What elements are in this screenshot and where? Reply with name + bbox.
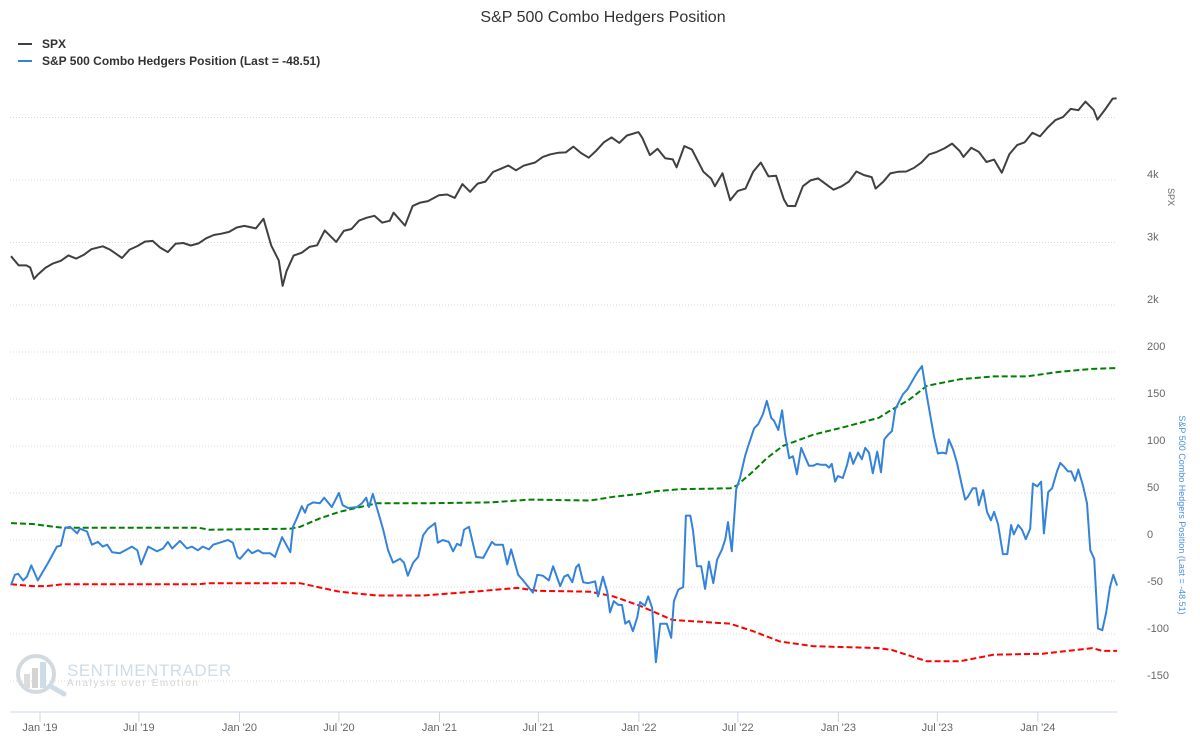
x-tick-label: Jan '20 xyxy=(222,722,257,734)
y-tick-label-hedgers: 150 xyxy=(1147,388,1165,400)
watermark-brand: SENTIMENTRADER xyxy=(67,661,232,680)
y-tick-label-hedgers: -100 xyxy=(1147,623,1169,635)
x-tick-label: Jan '23 xyxy=(821,722,856,734)
series-line-hedgers xyxy=(10,365,1119,664)
legend: SPX S&P 500 Combo Hedgers Position (Last… xyxy=(18,37,320,68)
watermark-tagline: Analysis over Emotion xyxy=(67,678,200,689)
x-tick-label: Jul '21 xyxy=(523,722,554,734)
x-tick-label: Jan '21 xyxy=(422,722,457,734)
legend-item-spx[interactable]: SPX xyxy=(18,37,66,51)
x-tick-label: Jan '22 xyxy=(621,722,656,734)
y-tick-label-hedgers: -50 xyxy=(1147,576,1163,588)
y-tick-label-hedgers: -150 xyxy=(1147,670,1169,682)
x-tick-label: Jul '22 xyxy=(722,722,753,734)
legend-item-hedgers[interactable]: S&P 500 Combo Hedgers Position (Last = -… xyxy=(18,54,320,68)
series-line-spx xyxy=(10,97,1117,287)
legend-label-spx: SPX xyxy=(42,37,66,51)
x-tick-label: Jul '23 xyxy=(922,722,953,734)
axes: 2k 3k 4k 200 150 100 50 0 -50 -100 -150 Jan '19 Jul … xyxy=(10,169,1169,734)
y-tick-label-spx: 2k xyxy=(1147,294,1159,306)
series-line-lower-band xyxy=(10,582,1118,663)
y-tick-label-hedgers: 100 xyxy=(1147,435,1165,447)
y-tick-label-spx: 3k xyxy=(1147,232,1159,244)
series xyxy=(10,97,1119,664)
watermark: SENTIMENTRADER Analysis over Emotion xyxy=(16,654,232,697)
gridlines xyxy=(10,117,1117,682)
x-tick-label: Jul '20 xyxy=(323,722,354,734)
x-tick-label: Jul '19 xyxy=(123,722,154,734)
y-axis-title-hedgers: S&P 500 Combo Hedgers Position (Last = -… xyxy=(1177,415,1187,614)
sentimentrader-logo-icon xyxy=(16,654,67,697)
chart-title: S&P 500 Combo Hedgers Position xyxy=(480,9,725,26)
legend-label-hedgers: S&P 500 Combo Hedgers Position (Last = -… xyxy=(42,54,320,68)
y-axis-title-spx: SPX xyxy=(1166,188,1176,206)
y-tick-label-hedgers: 0 xyxy=(1147,529,1153,541)
y-tick-label-hedgers: 200 xyxy=(1147,341,1165,353)
y-tick-label-spx: 4k xyxy=(1147,169,1159,181)
series-line-upper-band xyxy=(10,367,1118,531)
y-tick-label-hedgers: 50 xyxy=(1147,482,1159,494)
x-tick-label: Jan '24 xyxy=(1020,722,1055,734)
x-tick-label: Jan '19 xyxy=(22,722,57,734)
